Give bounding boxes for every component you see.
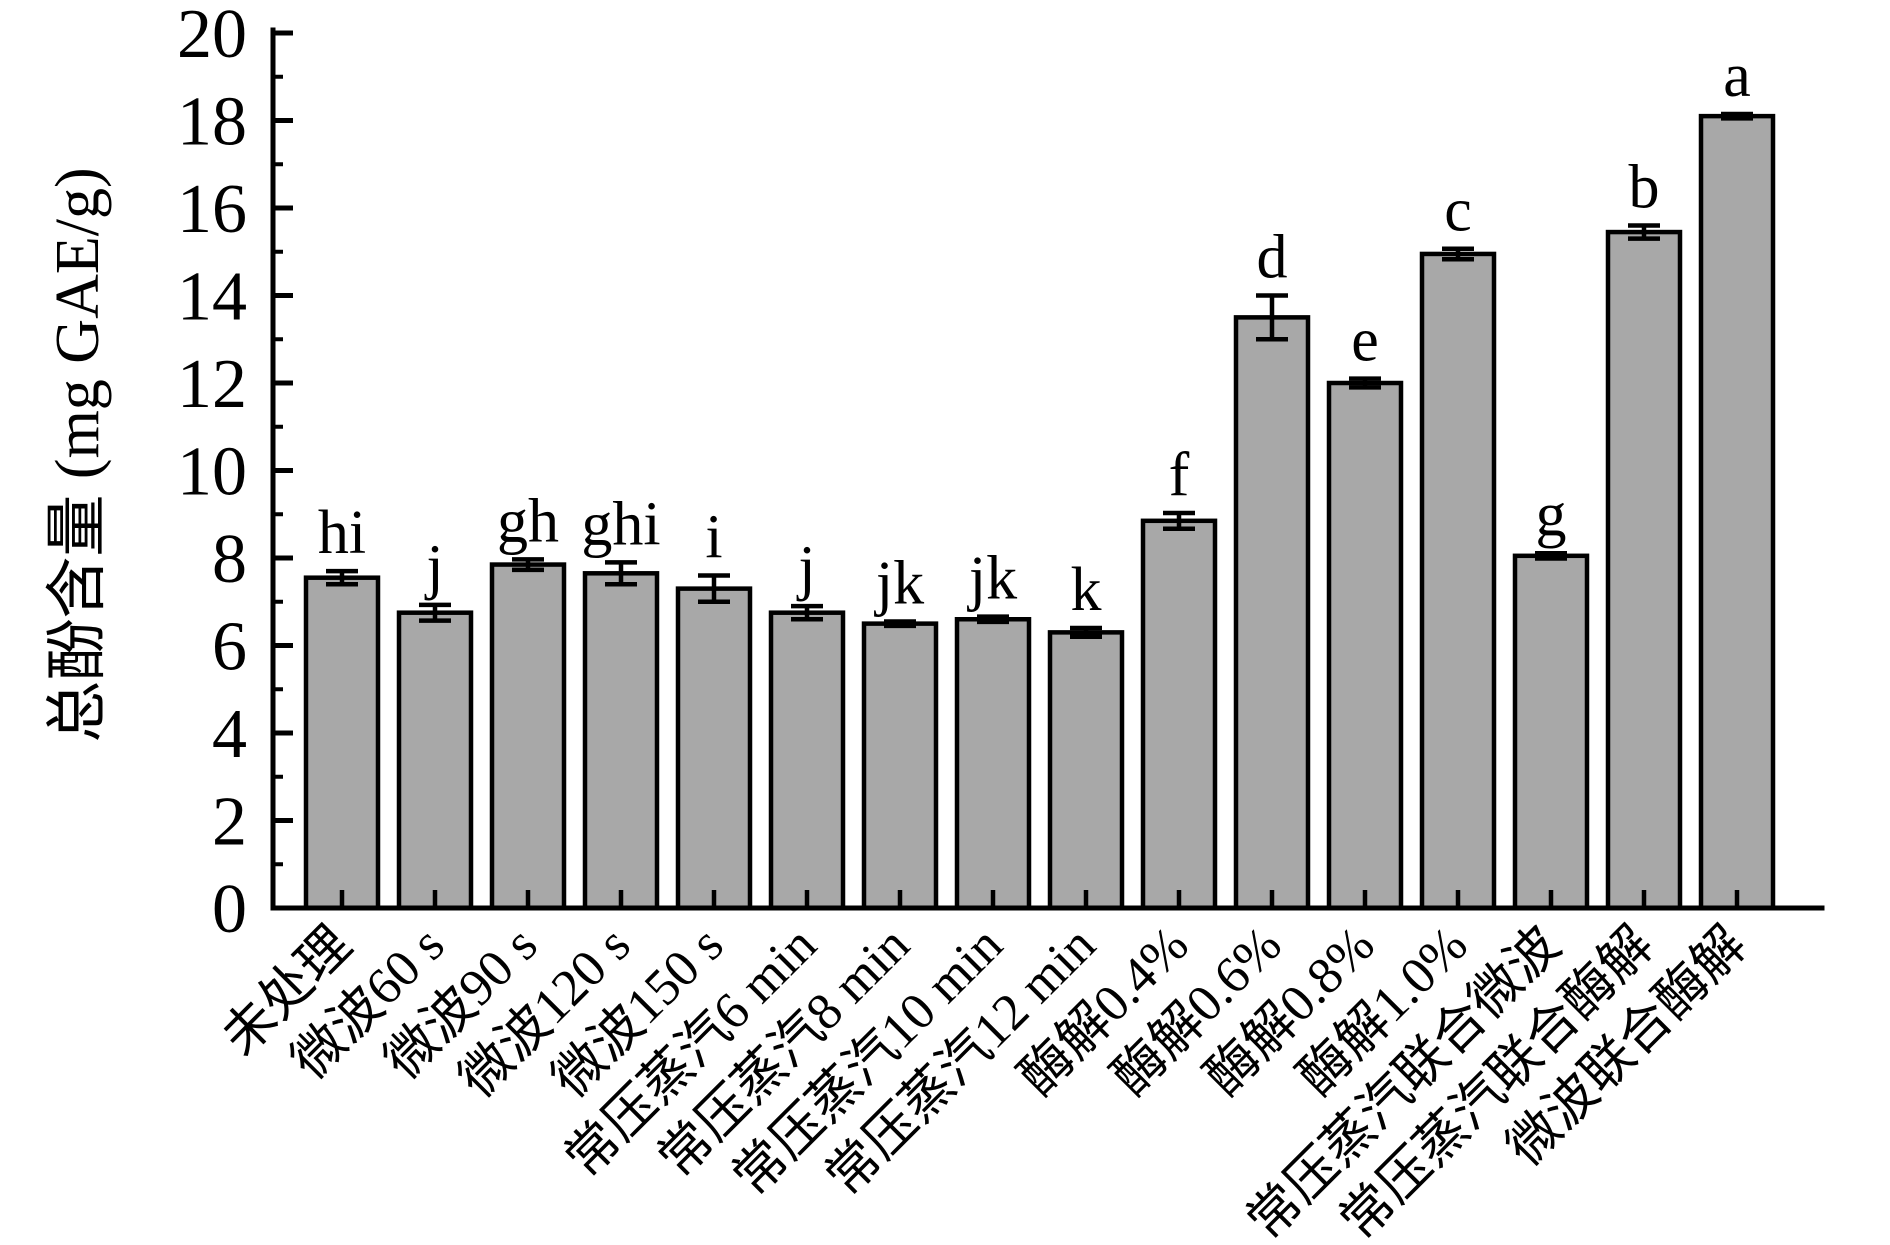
bars-layer	[303, 111, 1776, 911]
bar-0	[303, 575, 381, 911]
sig-letter-14: b	[1629, 154, 1660, 222]
y-axis-title: 总酚含量 (mg GAE/g)	[44, 167, 112, 742]
y-tick-label-20: 20	[177, 0, 247, 73]
bar-10	[1233, 315, 1311, 911]
bar-13	[1512, 553, 1590, 911]
bar-6	[861, 621, 939, 911]
sig-letter-15: a	[1723, 42, 1751, 110]
y-tick-label-8: 8	[212, 521, 247, 598]
bar-12	[1419, 251, 1497, 911]
y-tick-label-12: 12	[177, 346, 247, 423]
y-tick-label-16: 16	[177, 171, 247, 248]
axes-layer	[270, 27, 1825, 911]
bar-2	[489, 562, 567, 911]
sig-letter-5: j	[796, 534, 815, 602]
bar-14	[1605, 229, 1683, 911]
sig-letter-10: d	[1257, 224, 1288, 292]
sig-letter-12: c	[1444, 177, 1472, 245]
sig-letter-13: g	[1536, 481, 1567, 549]
y-tick-label-10: 10	[177, 434, 247, 511]
y-tick-label-6: 6	[212, 609, 247, 686]
sig-letter-11: e	[1351, 307, 1379, 375]
bar-5	[768, 610, 846, 911]
bar-11	[1326, 380, 1404, 911]
sig-letter-8: k	[1071, 556, 1102, 624]
sig-letter-2: gh	[497, 487, 559, 555]
sig-letter-4: i	[705, 504, 722, 572]
sig-letter-0: hi	[318, 499, 366, 567]
bar-4	[675, 586, 753, 911]
y-tick-label-18: 18	[177, 84, 247, 161]
y-tick-label-0: 0	[212, 871, 247, 948]
y-tick-label-2: 2	[212, 784, 247, 861]
sig-letter-7: jk	[967, 545, 1017, 613]
y-tick-label-14: 14	[177, 259, 247, 336]
sig-letter-9: f	[1169, 441, 1190, 509]
bar-1	[396, 610, 474, 911]
bar-7	[954, 617, 1032, 911]
sig-letter-3: ghi	[581, 490, 660, 558]
y-tick-label-4: 4	[212, 696, 247, 773]
sig-letter-1: j	[424, 533, 443, 601]
bar-3	[582, 571, 660, 911]
bar-9	[1140, 518, 1218, 911]
bar-15	[1698, 113, 1776, 911]
sig-letter-6: jk	[874, 549, 924, 617]
bar-8	[1047, 630, 1125, 911]
